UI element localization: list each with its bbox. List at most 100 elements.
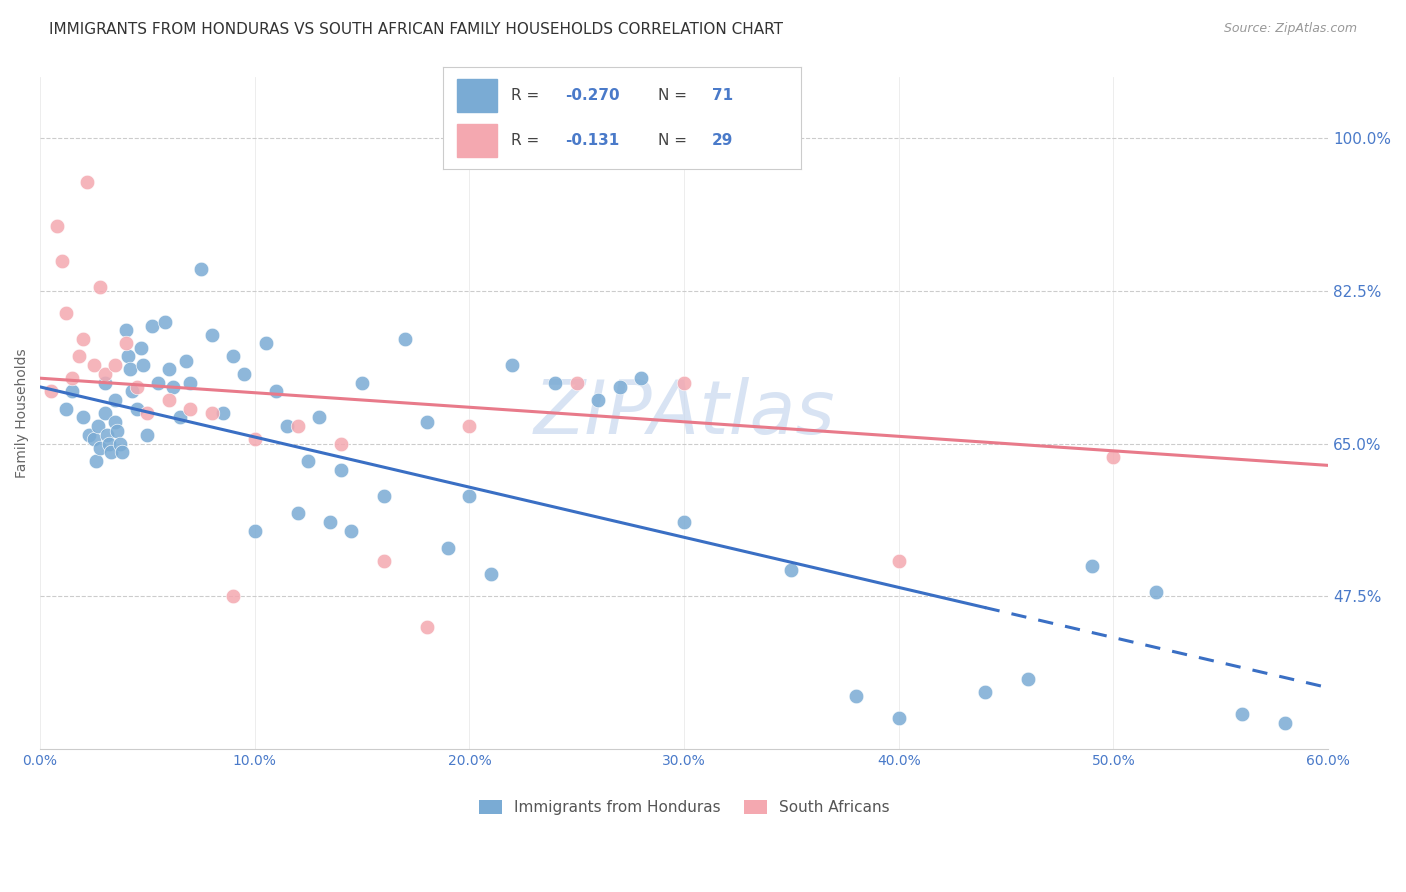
Point — [437, 541, 460, 556]
Point — [190, 262, 212, 277]
Point — [887, 554, 910, 568]
Point — [132, 358, 155, 372]
Point — [51, 253, 73, 268]
Point — [479, 567, 502, 582]
Point — [211, 406, 233, 420]
Point — [588, 392, 610, 407]
Point — [630, 371, 652, 385]
Point — [501, 358, 523, 372]
Point — [329, 436, 352, 450]
Point — [264, 384, 287, 399]
Text: IMMIGRANTS FROM HONDURAS VS SOUTH AFRICAN FAMILY HOUSEHOLDS CORRELATION CHART: IMMIGRANTS FROM HONDURAS VS SOUTH AFRICA… — [49, 22, 783, 37]
Point — [254, 336, 277, 351]
Point — [243, 524, 266, 538]
Text: -0.270: -0.270 — [565, 88, 620, 103]
Point — [373, 489, 395, 503]
Point — [415, 620, 437, 634]
Point — [887, 711, 910, 725]
Text: Source: ZipAtlas.com: Source: ZipAtlas.com — [1223, 22, 1357, 36]
Point — [1144, 584, 1167, 599]
Point — [104, 415, 127, 429]
Point — [169, 410, 191, 425]
Point — [136, 406, 159, 420]
Legend: Immigrants from Honduras, South Africans: Immigrants from Honduras, South Africans — [472, 794, 896, 822]
Point — [1081, 558, 1104, 573]
Point — [148, 376, 170, 390]
Point — [89, 441, 111, 455]
Point — [105, 424, 128, 438]
Point — [100, 445, 122, 459]
Point — [276, 419, 298, 434]
Text: R =: R = — [510, 88, 544, 103]
Point — [125, 380, 148, 394]
Point — [1102, 450, 1125, 464]
Point — [297, 454, 319, 468]
Text: -0.131: -0.131 — [565, 133, 619, 148]
Point — [179, 376, 201, 390]
Point — [201, 327, 224, 342]
Point — [201, 406, 224, 420]
Bar — [457, 124, 496, 157]
Point — [121, 384, 143, 399]
Point — [111, 445, 134, 459]
Point — [72, 332, 94, 346]
Point — [233, 367, 256, 381]
Text: ZIPAtlas: ZIPAtlas — [533, 377, 835, 449]
Point — [287, 506, 309, 520]
Point — [84, 454, 107, 468]
Point — [104, 358, 127, 372]
Point — [120, 362, 142, 376]
Point — [67, 350, 90, 364]
Point — [458, 489, 481, 503]
Point — [308, 410, 330, 425]
Point — [60, 371, 83, 385]
Point — [117, 350, 139, 364]
Point — [1232, 706, 1254, 721]
Point — [174, 353, 197, 368]
Point — [162, 380, 184, 394]
Text: 29: 29 — [711, 133, 733, 148]
Point — [55, 306, 77, 320]
Point — [153, 314, 176, 328]
Point — [157, 392, 180, 407]
Text: R =: R = — [510, 133, 548, 148]
Point — [157, 362, 180, 376]
Point — [108, 436, 131, 450]
Point — [72, 410, 94, 425]
Point — [97, 436, 120, 450]
Point — [222, 350, 245, 364]
Point — [55, 401, 77, 416]
Point — [79, 428, 101, 442]
Point — [319, 515, 342, 529]
Point — [60, 384, 83, 399]
Point — [96, 428, 118, 442]
Text: N =: N = — [658, 88, 692, 103]
Point — [87, 419, 110, 434]
Point — [287, 419, 309, 434]
Point — [83, 358, 105, 372]
Point — [93, 376, 115, 390]
Point — [565, 376, 588, 390]
Point — [83, 432, 105, 446]
Point — [394, 332, 416, 346]
Point — [125, 401, 148, 416]
Point — [780, 563, 803, 577]
Point — [93, 406, 115, 420]
Point — [243, 432, 266, 446]
Point — [673, 376, 696, 390]
Point — [129, 341, 152, 355]
Point — [609, 380, 631, 394]
Point — [104, 392, 127, 407]
Point — [141, 318, 163, 333]
Point — [1274, 715, 1296, 730]
Point — [340, 524, 363, 538]
Point — [76, 175, 98, 189]
Point — [845, 690, 868, 704]
Point — [89, 279, 111, 293]
Point — [673, 515, 696, 529]
Point — [352, 376, 374, 390]
Text: 71: 71 — [711, 88, 733, 103]
Point — [415, 415, 437, 429]
Y-axis label: Family Households: Family Households — [15, 348, 30, 478]
Point — [222, 589, 245, 603]
